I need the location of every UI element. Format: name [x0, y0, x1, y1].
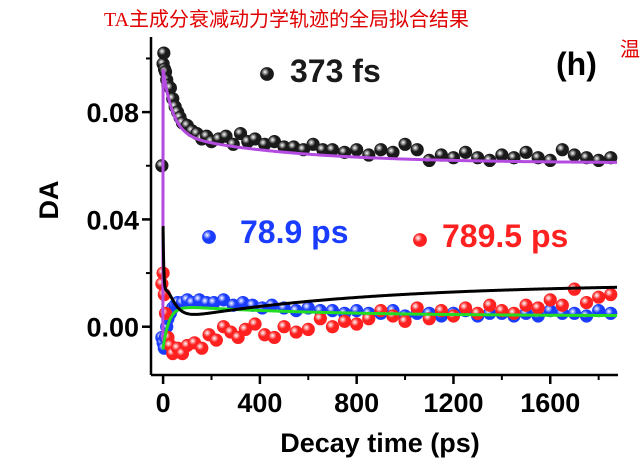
data-point — [410, 301, 424, 315]
data-point — [386, 309, 400, 323]
data-point — [277, 320, 291, 334]
overlay-fragment: 温 — [620, 38, 640, 61]
y-tick-label: 0.00 — [86, 313, 139, 343]
data-point — [325, 143, 340, 157]
legend-label: 78.9 ps — [240, 214, 349, 250]
data-point — [195, 341, 209, 355]
data-point — [483, 298, 497, 312]
legend-marker — [202, 230, 216, 244]
data-point — [543, 293, 557, 307]
data-point — [592, 290, 606, 304]
legend-label: 789.5 ps — [442, 218, 568, 254]
data-point — [446, 151, 461, 165]
x-tick-label: 1600 — [520, 388, 580, 418]
data-point — [398, 314, 412, 328]
legend-marker — [260, 67, 274, 81]
data-point — [325, 304, 340, 318]
data-point — [507, 306, 521, 320]
data-point — [579, 295, 594, 310]
legend-label: 373 fs — [290, 53, 381, 89]
x-tick-label: 800 — [334, 388, 379, 418]
data-point — [301, 322, 315, 336]
fit-line-1 — [161, 68, 618, 342]
data-point — [398, 137, 412, 151]
data-point — [519, 145, 533, 159]
data-layer — [155, 46, 618, 361]
data-point — [604, 151, 618, 165]
y-tick-label: 0.04 — [86, 205, 139, 235]
data-point — [386, 145, 400, 159]
data-point — [458, 145, 473, 159]
data-point — [313, 312, 327, 326]
data-point — [410, 143, 424, 157]
x-axis-title: Decay time (ps) — [280, 428, 480, 458]
y-axis-title: DA — [34, 181, 64, 220]
legend-marker — [413, 233, 427, 247]
data-point — [350, 317, 364, 331]
data-point — [374, 143, 388, 157]
overlay-layer: TA主成分衰减动力学轨迹的全局拟合结果 温 — [104, 8, 640, 61]
data-point — [350, 304, 364, 318]
data-point — [604, 287, 618, 302]
data-point — [325, 320, 340, 334]
x-tick-label: 1200 — [423, 388, 483, 418]
data-point — [289, 325, 303, 339]
overlay-caption: TA主成分衰减动力学轨迹的全局拟合结果 — [104, 8, 469, 31]
series-1 — [155, 46, 618, 173]
data-point — [248, 317, 262, 331]
data-point — [350, 143, 364, 157]
plot-area: 0 400 800 1200 1600 0.00 0.04 0.08 373 fs 78.9 ps… — [86, 37, 618, 418]
x-tick-label: 0 — [156, 388, 171, 418]
y-tick-label: 0.08 — [86, 98, 139, 128]
panel-label: (h) — [556, 46, 597, 82]
x-tick-label: 400 — [237, 388, 282, 418]
data-point — [209, 333, 223, 347]
data-point — [458, 301, 473, 315]
data-point — [226, 137, 240, 151]
data-point — [157, 46, 171, 60]
data-point — [567, 306, 582, 320]
fit-line-3 — [161, 225, 618, 316]
data-point — [567, 148, 582, 162]
data-point — [495, 148, 509, 162]
data-point — [555, 143, 569, 157]
data-point — [592, 153, 606, 167]
data-point — [555, 298, 569, 312]
data-point — [267, 330, 282, 345]
data-point — [531, 301, 545, 315]
data-point — [519, 298, 533, 312]
data-point — [604, 306, 618, 320]
data-point — [337, 314, 352, 328]
